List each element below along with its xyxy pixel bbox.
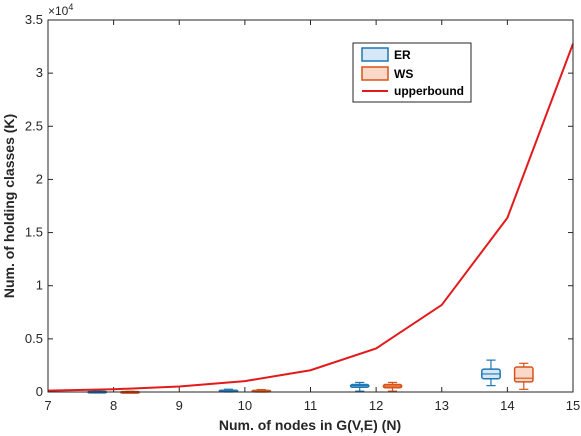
y-tick-label: 3: [36, 65, 43, 80]
legend-label-er: ER: [394, 48, 411, 62]
y-tick-label: 0: [36, 384, 43, 399]
boxplot-er: [481, 359, 501, 387]
x-tick-label: 8: [110, 398, 117, 413]
x-tick-label: 7: [44, 398, 51, 413]
x-tick-label: 14: [500, 398, 514, 413]
y-tick-label: 1: [36, 278, 43, 293]
boxplot-box: [513, 366, 534, 383]
y-tick-label: 2: [36, 171, 43, 186]
legend-swatch-er: [361, 47, 389, 62]
x-tick-label: 9: [176, 398, 183, 413]
y-tick-label: 1.5: [25, 225, 43, 240]
plot-area: [48, 20, 573, 392]
boxplot-ws: [513, 362, 534, 390]
x-tick-label: 15: [566, 398, 580, 413]
boxplot-er: [349, 381, 370, 392]
x-axis-label: Num. of nodes in G(V,E) (N): [219, 417, 401, 433]
legend-label-upperbound: upperbound: [394, 84, 464, 98]
x-tick-label: 13: [435, 398, 449, 413]
y-tick-label: 0.5: [25, 331, 43, 346]
y-axis-label: Num. of holding classes (K): [1, 114, 17, 298]
boxplot-ws: [382, 381, 403, 392]
y-multiplier: ×104: [48, 2, 73, 18]
y-tick-label: 2.5: [25, 118, 43, 133]
x-tick-label: 11: [304, 398, 318, 413]
ticks-layer: 7 8 9 10 11 12 13 14 15 0 0.5 1 1.5 2 2.5 3 3.5: [25, 12, 580, 413]
upperbound-line: [47, 43, 574, 392]
plot-frame: [47, 19, 574, 393]
legend: ER WS upperbound: [352, 42, 472, 103]
y-tick-label: 3.5: [25, 12, 43, 27]
legend-label-ws: WS: [394, 67, 413, 81]
x-tick-label: 12: [369, 398, 383, 413]
x-tick-label: 10: [238, 398, 252, 413]
legend-swatch-ws: [361, 66, 389, 81]
